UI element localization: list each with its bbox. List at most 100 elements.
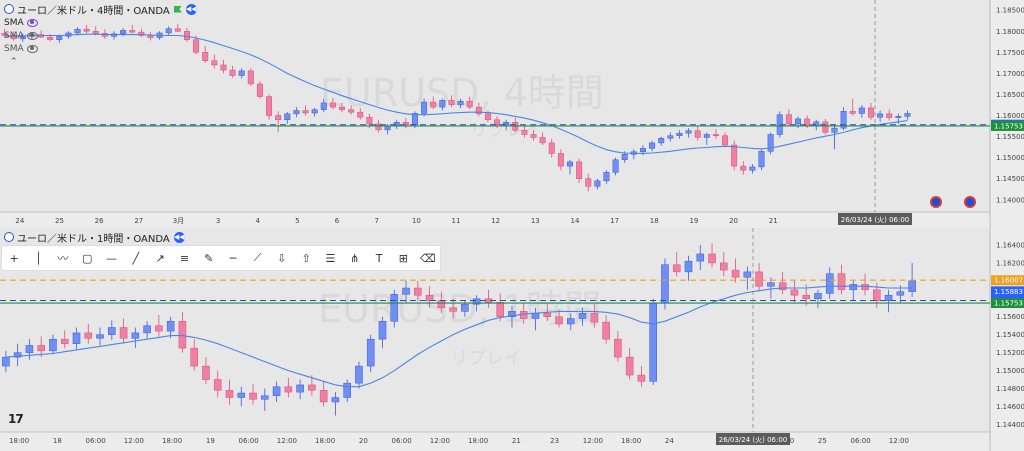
eye-hidden-icon[interactable] [27, 31, 38, 40]
parallel-channel-icon[interactable]: ≡ [179, 251, 190, 265]
candle [293, 110, 300, 115]
candle [311, 109, 318, 114]
brush-icon[interactable]: ✎ [204, 251, 214, 265]
watermark: EURUSD, 1時間 [318, 287, 602, 331]
x-tick-label: 26 [95, 217, 104, 225]
y-tick-label: 1.18500 [996, 7, 1024, 15]
chart-svg-4h[interactable]: 1.14000 1.14500 1.15000 1.15500 1.16000 1.165… [0, 0, 1024, 228]
candle [694, 130, 701, 138]
candle [895, 116, 902, 118]
candle [548, 142, 555, 154]
sma-row-3[interactable]: SMA [4, 42, 197, 55]
candle [390, 294, 399, 322]
replay-icon[interactable]: ◀◀ [173, 231, 185, 243]
candle [790, 289, 799, 296]
chart-svg-1h[interactable]: 1.14400 1.14600 1.14800 1.15000 1.15200 1.154… [0, 228, 1024, 451]
candle [896, 291, 905, 296]
replay-icon[interactable]: ◀◀ [185, 3, 197, 15]
replay-marker-icon[interactable] [964, 196, 976, 208]
crosshair-icon[interactable]: + [9, 251, 19, 265]
collapse-icon[interactable]: ⌃ [10, 56, 18, 67]
candle [585, 178, 592, 187]
candle [138, 31, 145, 36]
candle [785, 114, 792, 125]
time-axis [0, 432, 990, 451]
extended-line-icon[interactable]: ⟋ [253, 251, 262, 264]
candle [238, 70, 245, 76]
sma-line [5, 285, 913, 388]
pitchfork-icon[interactable]: ⋔ [350, 251, 360, 265]
candle [521, 130, 528, 135]
sma-label: SMA [4, 43, 24, 54]
x-tick-label: 3 [216, 217, 220, 225]
candle [873, 289, 881, 301]
x-tick-label: 10 [412, 217, 421, 225]
candle [908, 280, 916, 292]
candle [375, 123, 382, 131]
candle [614, 338, 622, 358]
x-tick-label: 7 [374, 217, 378, 225]
candle [37, 345, 45, 352]
candle [802, 294, 810, 300]
arrow-icon[interactable]: ↗ [155, 251, 165, 265]
candle [437, 300, 446, 309]
candle [639, 148, 646, 153]
text-icon[interactable]: T [375, 251, 383, 265]
sma-row-1[interactable]: SMA [4, 16, 197, 29]
candle [886, 113, 893, 118]
chart-pane-1h[interactable]: EURUSD, 1時間 リプレイ 1.14400 1.14600 1.14800 1.… [0, 228, 1024, 451]
candle [612, 159, 619, 173]
x-tick-label: 5 [295, 217, 299, 225]
vertical-line-icon[interactable]: │ [35, 251, 42, 265]
crosshair-time-label: 26/03/24 (火) 06:00 [719, 436, 788, 444]
candle [331, 397, 340, 403]
y-tick-label: 1.14600 [996, 403, 1024, 411]
price-axis [990, 228, 1024, 451]
candle [366, 338, 375, 367]
horizontal-line-icon[interactable]: ─ [229, 251, 237, 265]
candle [165, 28, 172, 34]
candle [384, 125, 391, 131]
x-tick-label: 12:00 [277, 437, 297, 445]
x-tick-label: 19 [689, 217, 698, 225]
eye-hidden-icon[interactable] [27, 44, 38, 53]
candle [861, 284, 869, 291]
price-tag-label: 1.15753 [994, 300, 1023, 308]
candle [202, 52, 209, 62]
x-tick-label: 4 [256, 217, 261, 225]
candle [603, 172, 610, 182]
horizontal-ray-icon[interactable]: — [105, 251, 117, 265]
candle [731, 269, 740, 278]
candle [449, 307, 457, 312]
measure-icon[interactable]: ⊞ [398, 251, 409, 265]
x-tick-label: 19 [206, 437, 215, 445]
candle [637, 374, 646, 382]
flag-icon[interactable] [173, 5, 182, 13]
candle [178, 320, 187, 349]
candle [503, 122, 510, 126]
sma-label: SMA [4, 30, 24, 41]
candle [339, 106, 345, 110]
fib-icon[interactable]: ☰ [325, 251, 336, 265]
candle [557, 153, 564, 167]
arrow-down-icon[interactable]: ⇩ [277, 251, 287, 265]
x-tick-label: 18:00 [9, 437, 29, 445]
candle [60, 338, 69, 344]
candle [25, 345, 34, 353]
candle [229, 69, 236, 76]
rectangle-icon[interactable]: ▢ [81, 251, 93, 265]
x-tick-label: 12:00 [889, 437, 909, 445]
x-tick-label: 18 [650, 217, 659, 225]
eraser-icon[interactable]: ⌫ [419, 251, 436, 265]
sma-line [4, 33, 908, 154]
arrow-up-icon[interactable]: ⇧ [301, 251, 311, 265]
chart-pane-4h[interactable]: EURUSD, 4時間 リプレイ 1.14000 1.14500 1.15000 1.… [0, 0, 1024, 228]
settings-icon[interactable] [27, 18, 38, 27]
candle [831, 127, 838, 133]
path-icon[interactable]: 〰 [57, 252, 69, 265]
sma-row-2[interactable]: SMA [4, 29, 197, 42]
trend-line-icon[interactable]: ╱ [132, 251, 140, 265]
candle [849, 111, 856, 114]
x-tick-label: 20 [359, 437, 368, 445]
replay-marker-icon[interactable] [930, 196, 942, 208]
